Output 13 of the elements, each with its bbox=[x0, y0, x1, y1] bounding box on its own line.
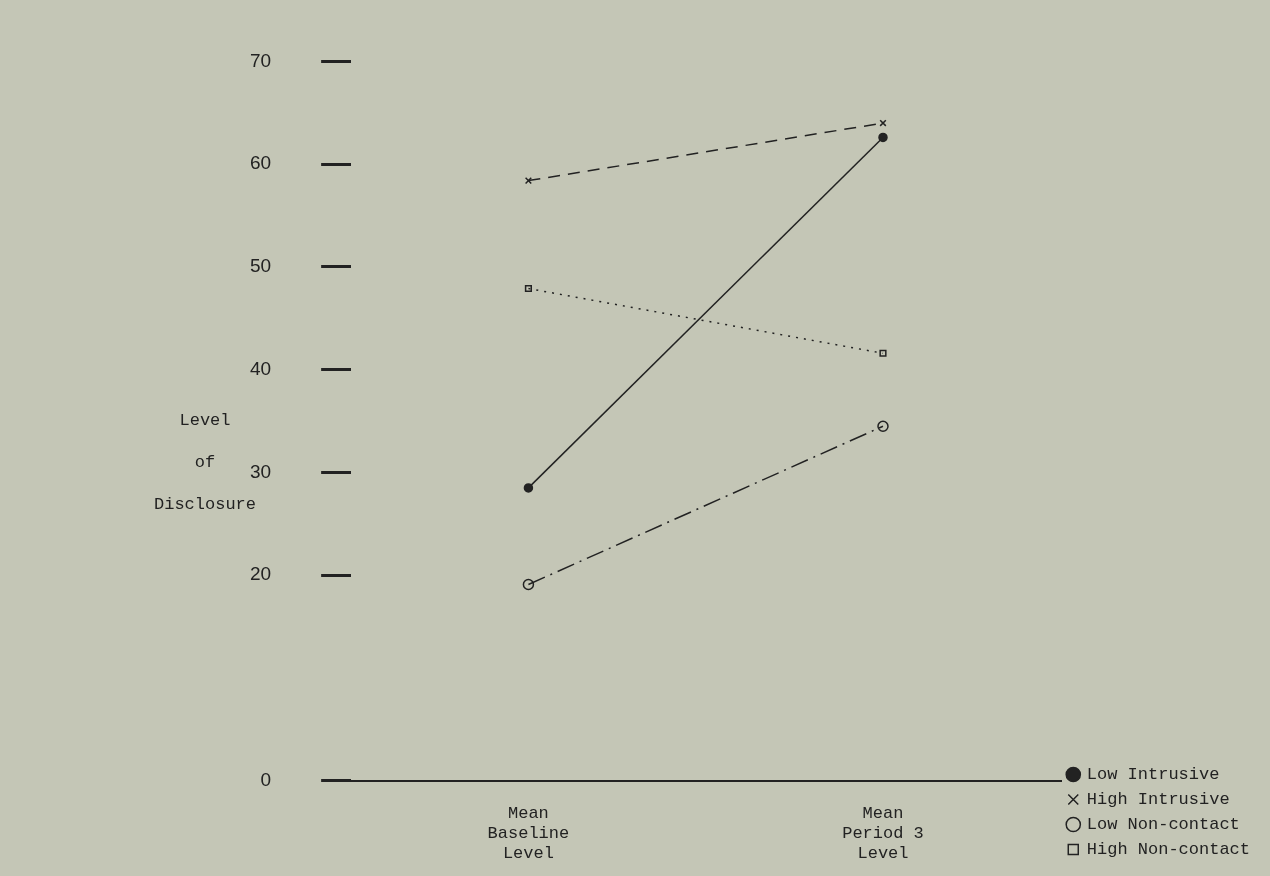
x-tick-label: Mean Baseline Level bbox=[487, 803, 570, 864]
legend-label: High Intrusive bbox=[1086, 790, 1230, 809]
y-tick-label: 20 bbox=[249, 563, 272, 585]
y-tick-label: 70 bbox=[249, 49, 272, 71]
legend-label: Low Intrusive bbox=[1086, 765, 1220, 784]
y-tick-label: 0 bbox=[260, 769, 272, 791]
x-tick-label: Mean Period 3 Level bbox=[842, 803, 924, 864]
y-tick-label: 60 bbox=[249, 152, 272, 174]
y-tick-label: 30 bbox=[249, 460, 272, 482]
y-tick-label: 40 bbox=[249, 357, 272, 379]
y-tick-label: 50 bbox=[249, 255, 272, 277]
legend-label: High Non-contact bbox=[1086, 840, 1251, 859]
legend-label: Low Non-contact bbox=[1086, 815, 1240, 834]
